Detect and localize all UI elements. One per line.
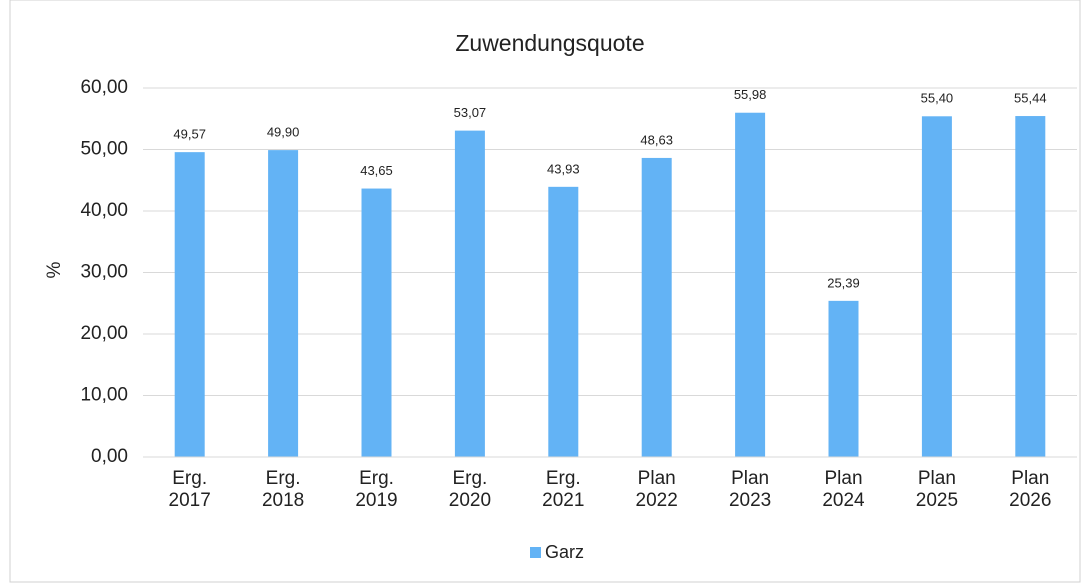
bar: [641, 157, 672, 457]
x-tick-label: Erg. 2018: [261, 468, 305, 511]
bar: [454, 130, 485, 457]
x-tick-label: Plan 2024: [822, 468, 865, 511]
y-tick-label: 20,00: [80, 323, 128, 344]
data-label: 43,65: [360, 163, 393, 178]
bar: [828, 300, 859, 457]
legend-swatch: [530, 547, 541, 558]
bar: [1015, 116, 1046, 457]
x-tick-label: Plan 2022: [635, 468, 678, 511]
y-tick-label: 50,00: [80, 139, 128, 160]
y-axis-title: %: [44, 261, 65, 278]
data-label: 55,98: [734, 87, 767, 102]
y-tick-label: 10,00: [80, 385, 128, 406]
bar: [548, 186, 579, 457]
data-label: 55,40: [921, 91, 954, 106]
y-tick-label: 60,00: [80, 77, 128, 98]
data-label: 49,57: [173, 127, 206, 142]
data-label: 43,93: [547, 161, 580, 176]
x-tick-label: Erg. 2017: [168, 468, 211, 511]
x-tick-label: Plan 2026: [1009, 468, 1052, 511]
data-label: 48,63: [640, 132, 673, 147]
bar: [921, 116, 952, 457]
bar: [361, 188, 392, 458]
data-label: 55,44: [1014, 90, 1047, 105]
x-tick-label: Plan 2025: [915, 468, 959, 511]
data-label: 53,07: [454, 105, 487, 120]
x-tick-label: Erg. 2019: [355, 468, 398, 511]
bar: [174, 152, 205, 457]
legend-label: Garz: [545, 542, 584, 562]
bar: [735, 112, 766, 458]
y-tick-label: 40,00: [80, 200, 128, 221]
bar: [268, 150, 299, 458]
data-label: 49,90: [267, 125, 300, 140]
x-tick-label: Plan 2023: [728, 468, 772, 511]
x-tick-label: Erg. 2021: [542, 468, 585, 511]
chart-title: Zuwendungsquote: [455, 30, 644, 56]
y-tick-label: 0,00: [91, 446, 128, 467]
y-tick-label: 30,00: [80, 262, 128, 283]
data-label: 25,39: [827, 275, 860, 290]
x-tick-label: Erg. 2020: [448, 468, 492, 511]
